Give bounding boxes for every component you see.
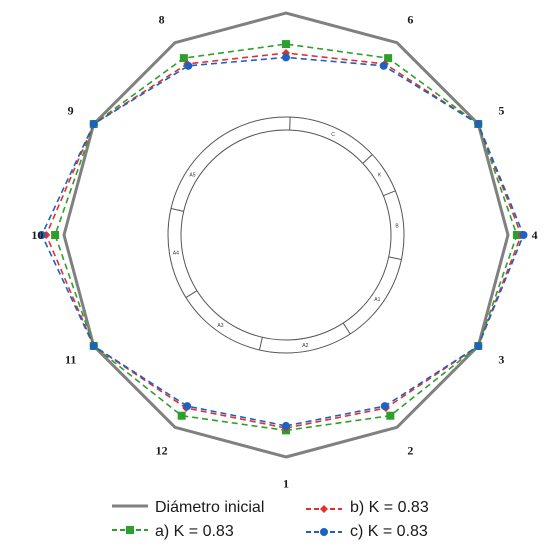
ring-segment-label: B (395, 223, 399, 229)
data-point (89, 342, 98, 350)
data-point (183, 402, 192, 411)
data-point (179, 54, 188, 63)
legend-swatch-a (112, 526, 148, 534)
ring-segment-label: K (378, 172, 382, 178)
ring-joint (383, 190, 396, 197)
legend-swatch-c (306, 528, 342, 536)
series-line-initial (62, 11, 510, 459)
ring-joint (258, 337, 263, 351)
series-lines (40, 11, 525, 459)
ring-joint (362, 154, 373, 164)
point-labels: 123456789101112 (31, 13, 538, 491)
point-label: 4 (532, 228, 538, 242)
data-point (519, 231, 528, 239)
data-point (184, 61, 193, 70)
legend-label-initial: Diámetro inicial (155, 499, 264, 516)
point-label: 12 (156, 443, 168, 457)
series-line-c (40, 56, 525, 427)
data-point (282, 421, 290, 430)
ring-joint (185, 290, 198, 298)
point-label: 6 (407, 13, 413, 27)
ring-joint (388, 256, 402, 261)
data-point (37, 231, 46, 239)
legend-label-a: a) K = 0.83 (155, 523, 234, 540)
ring-outer (167, 116, 405, 354)
point-label: 5 (498, 104, 504, 118)
data-point (177, 411, 186, 420)
data-point (512, 231, 521, 239)
point-label: 3 (498, 352, 504, 366)
ring-segment-label: A3 (217, 323, 223, 329)
ring-segment-label: A4 (173, 250, 179, 256)
legend: Diámetro inicial a) K = 0.83 b) K = 0.83… (112, 499, 429, 540)
legend-swatch-b (306, 505, 342, 513)
point-label: 8 (159, 13, 165, 27)
point-label: 9 (68, 104, 74, 118)
data-point (386, 411, 395, 420)
data-point (474, 342, 483, 350)
point-label: 2 (407, 443, 413, 457)
series-line-a (54, 43, 518, 432)
data-point (384, 54, 393, 63)
ring-segment-label: A1 (374, 297, 380, 303)
data-point (282, 40, 290, 49)
ring-segment-label: A5 (189, 172, 195, 178)
point-label: 11 (65, 352, 76, 366)
data-point (89, 120, 98, 128)
data-point (380, 402, 389, 411)
legend-label-c: c) K = 0.83 (350, 523, 428, 540)
legend-label-b: b) K = 0.83 (350, 499, 429, 516)
point-label: 10 (31, 228, 43, 242)
data-point (51, 231, 60, 239)
data-point (379, 61, 388, 70)
point-label: 1 (283, 477, 289, 491)
ring-segment-label: A2 (302, 343, 308, 349)
series-markers (37, 40, 528, 435)
tunnel-ring-diagram: C K B A1 A2 A3 A4 A5 (167, 116, 405, 354)
ring-segment-label: C (331, 132, 335, 138)
ring-joint (170, 207, 184, 212)
ring-inner (180, 129, 392, 341)
data-point (474, 120, 483, 128)
ring-joint (342, 322, 351, 335)
data-point (282, 53, 290, 62)
